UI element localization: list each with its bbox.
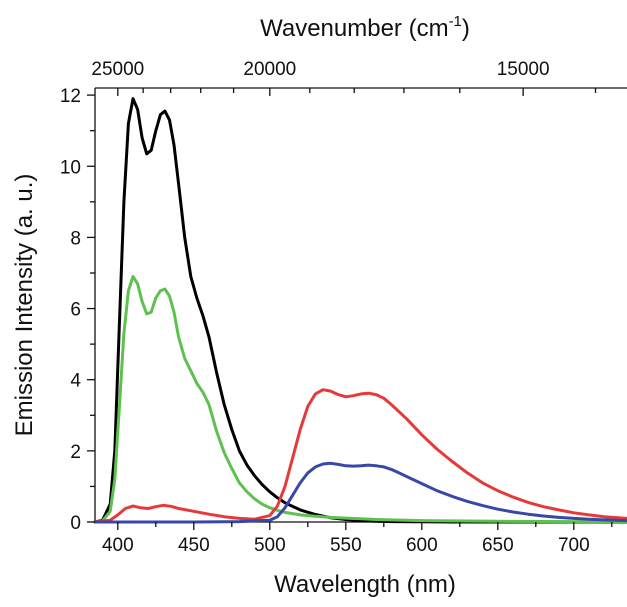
x-tick-label: 650 <box>482 535 514 556</box>
top-tick-label: 25000 <box>91 59 144 80</box>
x-tick-label: 550 <box>330 535 362 556</box>
y-tick-label: 2 <box>70 442 81 463</box>
y-tick-label: 0 <box>70 513 81 534</box>
y-tick-label: 10 <box>60 157 81 178</box>
x-tick-label: 600 <box>406 535 438 556</box>
series-layer <box>93 97 627 524</box>
y-tick-label: 8 <box>70 228 81 249</box>
top-axis-title-main: Wavenumber (cm <box>260 15 448 42</box>
x-axis-title: Wavelength (nm) <box>274 571 456 598</box>
top-axis-title: Wavenumber (cm-1) <box>260 13 470 42</box>
series-line-4 <box>93 461 627 524</box>
ticks-layer: 400 450 500 550 600 650 700 0 2 4 6 8 10 12 25000 20000… <box>60 59 613 556</box>
x-tick-label: 500 <box>254 535 286 556</box>
top-axis-title-close: ) <box>462 15 470 42</box>
y-axis-title: Emission Intensity (a. u.) <box>11 174 38 437</box>
top-tick-label: 20000 <box>243 59 296 80</box>
x-tick-label: 700 <box>558 535 590 556</box>
x-tick-label: 450 <box>178 535 210 556</box>
y-tick-label: 12 <box>60 86 81 107</box>
y-tick-label: 6 <box>70 300 81 321</box>
top-tick-label: 15000 <box>497 59 550 80</box>
y-tick-label: 4 <box>70 371 81 392</box>
series-line-1 <box>93 97 627 524</box>
series-line-3 <box>93 388 627 524</box>
x-tick-label: 400 <box>102 535 134 556</box>
top-axis-title-sup: -1 <box>449 13 462 30</box>
series-line-2 <box>93 275 627 524</box>
